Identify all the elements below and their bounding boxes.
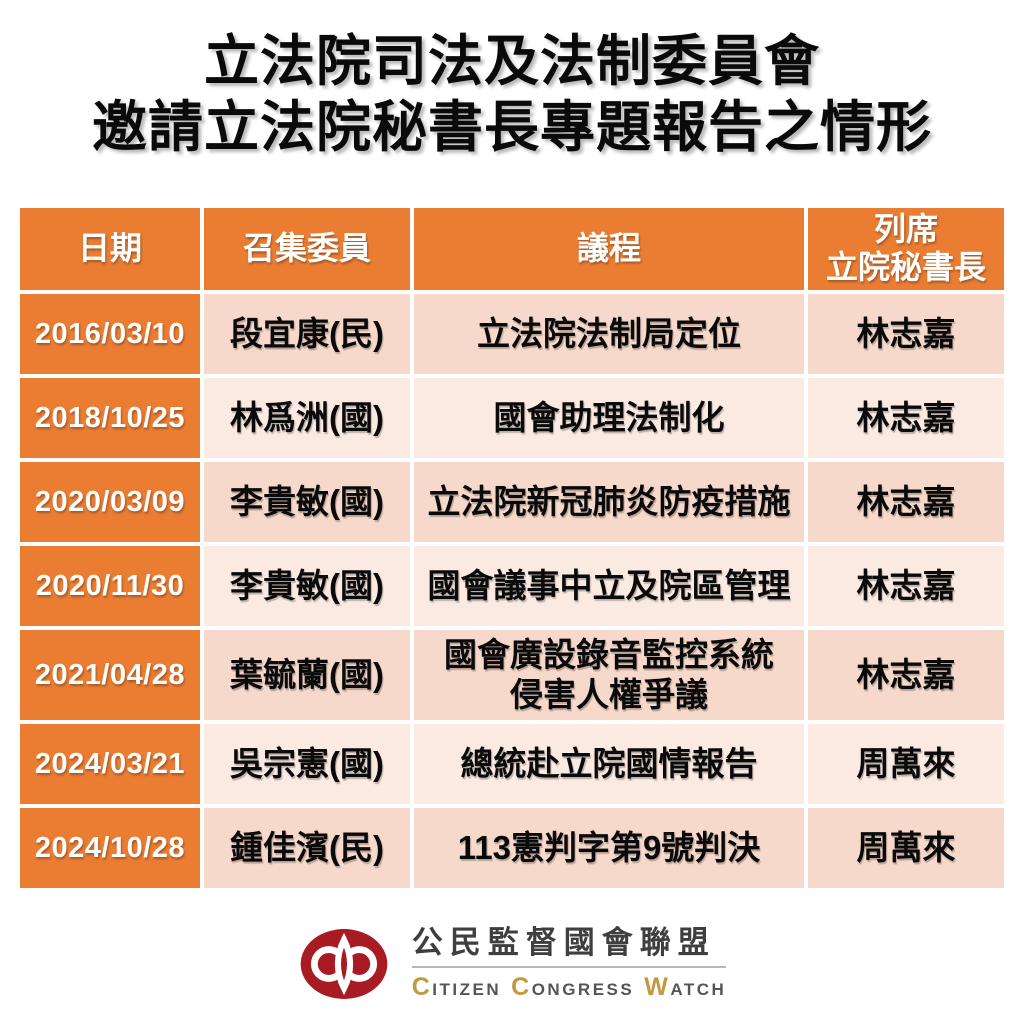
table-cell-agenda: 國會助理法制化	[414, 378, 804, 458]
org-en-initial: W	[644, 973, 671, 1002]
title-line-1: 立法院司法及法制委員會	[203, 30, 820, 92]
table-cell-agenda: 國會議事中立及院區管理	[414, 546, 804, 626]
org-en-rest: ITIZEN	[432, 980, 502, 1000]
logo-divider	[411, 966, 727, 969]
table-cell-agenda: 立法院法制局定位	[414, 294, 804, 374]
table-cell-agenda: 總統赴立院國情報告	[414, 724, 804, 804]
table-cell-date: 2024/10/28	[20, 808, 200, 888]
table-cell-convener: 段宜康(民)	[204, 294, 410, 374]
table-cell-attendee: 周萬來	[808, 724, 1004, 804]
org-en-rest: ATCH	[670, 980, 727, 1000]
table-cell-agenda: 國會廣設錄音監控系統 侵害人權爭議	[414, 630, 804, 720]
column-header-attendee: 列席 立院秘書長	[808, 208, 1004, 290]
table-cell-date: 2020/03/09	[20, 462, 200, 542]
title-line-2: 邀請立法院秘書長專題報告之情形	[91, 96, 932, 158]
table-cell-attendee: 林志嘉	[808, 378, 1004, 458]
table-cell-attendee: 林志嘉	[808, 462, 1004, 542]
table-cell-convener: 鍾佳濱(民)	[204, 808, 410, 888]
column-header-convener: 召集委員	[204, 208, 410, 290]
table-cell-date: 2020/11/30	[20, 546, 200, 626]
citizen-congress-watch-logo-icon	[300, 929, 388, 999]
page-title: 立法院司法及法制委員會 邀請立法院秘書長專題報告之情形	[0, 0, 1024, 160]
org-en-initial: C	[411, 973, 433, 1002]
table-cell-convener: 葉毓蘭(國)	[204, 630, 410, 720]
column-header-agenda: 議程	[414, 208, 804, 290]
report-table: 日期 召集委員 議程 列席 立院秘書長 2016/03/10 段宜康(民) 立法…	[20, 208, 1004, 888]
logo-text: 公民監督國會聯盟 C ITIZEN C ONGRESS W ATCH	[411, 924, 727, 1002]
table-cell-convener: 林爲洲(國)	[204, 378, 410, 458]
table-cell-attendee: 林志嘉	[808, 630, 1004, 720]
org-en-initial: C	[511, 973, 532, 1002]
table-cell-attendee: 周萬來	[808, 808, 1004, 888]
table-cell-date: 2018/10/25	[20, 378, 200, 458]
org-name-zh: 公民監督國會聯盟	[411, 924, 716, 960]
table-cell-convener: 李貴敏(國)	[204, 462, 410, 542]
table-cell-attendee: 林志嘉	[808, 546, 1004, 626]
table-cell-attendee: 林志嘉	[808, 294, 1004, 374]
footer: 公民監督國會聯盟 C ITIZEN C ONGRESS W ATCH	[0, 888, 1024, 1024]
table-cell-convener: 吳宗憲(國)	[204, 724, 410, 804]
table-cell-date: 2024/03/21	[20, 724, 200, 804]
column-header-date: 日期	[20, 208, 200, 290]
table-cell-convener: 李貴敏(國)	[204, 546, 410, 626]
org-name-en: C ITIZEN C ONGRESS W ATCH	[412, 973, 727, 1002]
table-cell-agenda: 113憲判字第9號判決	[414, 808, 804, 888]
org-en-rest: ONGRESS	[531, 980, 635, 1000]
table-cell-date: 2021/04/28	[20, 630, 200, 720]
table-cell-date: 2016/03/10	[20, 294, 200, 374]
table-cell-agenda: 立法院新冠肺炎防疫措施	[414, 462, 804, 542]
